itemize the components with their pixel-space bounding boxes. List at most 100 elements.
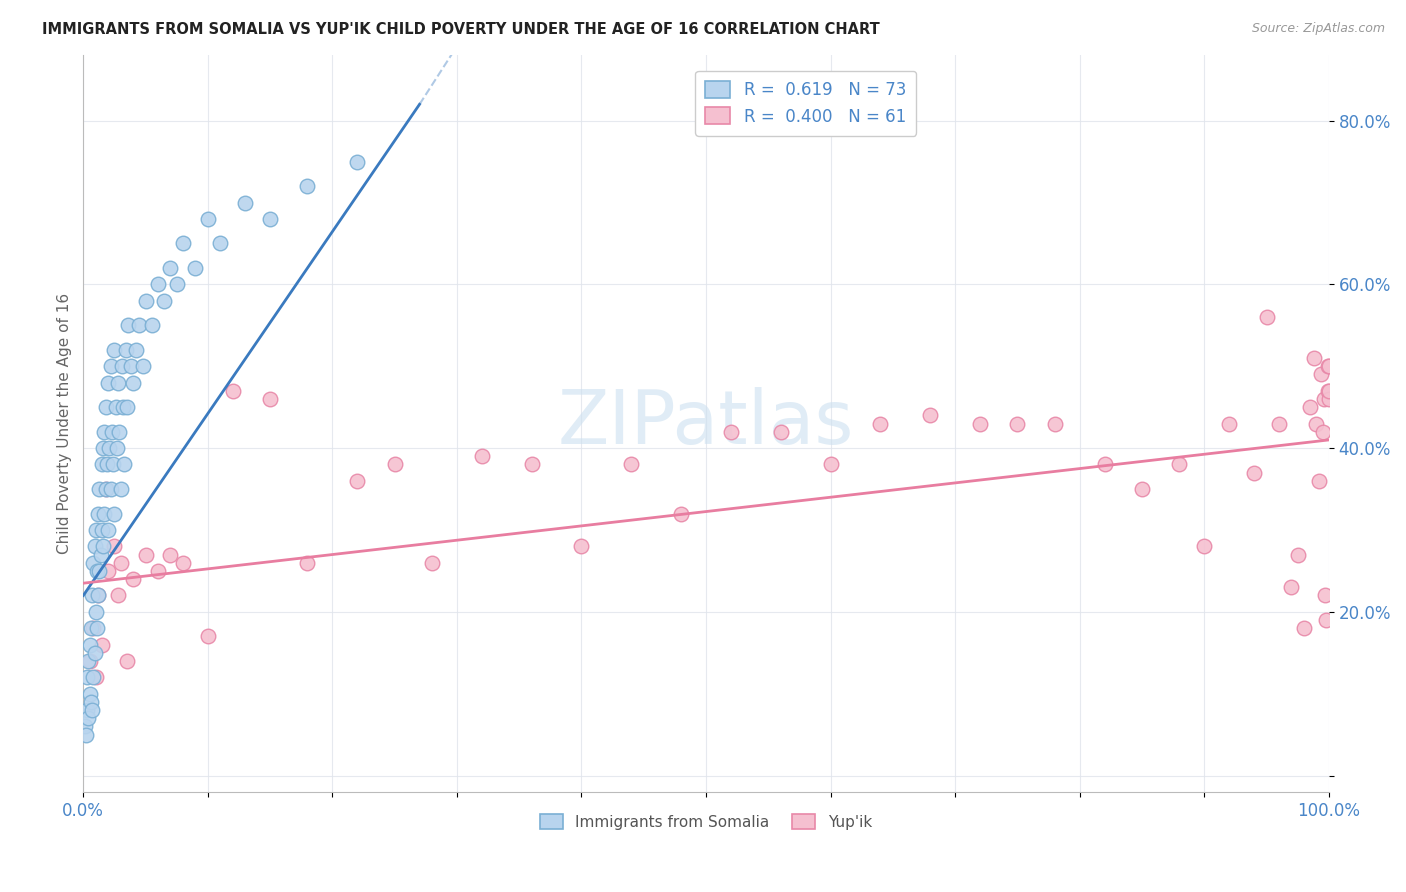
Point <box>100 482 122 496</box>
Point <box>97 564 120 578</box>
Point <box>259 392 281 406</box>
Point <box>1313 392 1336 406</box>
Point <box>86 564 108 578</box>
Point <box>259 211 281 226</box>
Point <box>172 236 194 251</box>
Point <box>1316 384 1339 398</box>
Text: ZIPatlas: ZIPatlas <box>558 387 855 460</box>
Point <box>82 621 104 635</box>
Point <box>1317 359 1340 374</box>
Point <box>297 556 319 570</box>
Point <box>94 482 117 496</box>
Point <box>114 343 136 357</box>
Point <box>103 343 125 357</box>
Point <box>1168 458 1191 472</box>
Point <box>1192 540 1215 554</box>
Point <box>233 195 256 210</box>
Point <box>79 654 101 668</box>
Point <box>222 384 245 398</box>
Point <box>122 572 145 586</box>
Point <box>76 670 98 684</box>
Point <box>172 556 194 570</box>
Point <box>1312 425 1334 439</box>
Point <box>100 359 122 374</box>
Point <box>83 646 105 660</box>
Point <box>920 409 942 423</box>
Point <box>1268 417 1291 431</box>
Point <box>869 417 891 431</box>
Point <box>146 564 169 578</box>
Point <box>132 359 155 374</box>
Point <box>520 458 543 472</box>
Point <box>122 376 145 390</box>
Point <box>87 507 110 521</box>
Point <box>420 556 443 570</box>
Point <box>128 318 150 333</box>
Point <box>94 482 117 496</box>
Point <box>1310 368 1333 382</box>
Point <box>82 670 104 684</box>
Point <box>108 425 131 439</box>
Point <box>1313 589 1336 603</box>
Point <box>1218 417 1240 431</box>
Point <box>93 507 115 521</box>
Point <box>86 621 108 635</box>
Point <box>77 654 100 668</box>
Point <box>141 318 163 333</box>
Point <box>1315 613 1337 627</box>
Point <box>1302 351 1324 365</box>
Point <box>84 605 107 619</box>
Point <box>1007 417 1029 431</box>
Point <box>384 458 406 472</box>
Point <box>1286 548 1309 562</box>
Point <box>571 540 593 554</box>
Point <box>112 458 135 472</box>
Point <box>104 400 127 414</box>
Point <box>101 458 124 472</box>
Point <box>84 670 107 684</box>
Point <box>98 441 121 455</box>
Point <box>346 154 368 169</box>
Point <box>75 728 97 742</box>
Point <box>89 564 111 578</box>
Point <box>1130 482 1153 496</box>
Point <box>80 695 103 709</box>
Point <box>146 277 169 292</box>
Point <box>209 236 232 251</box>
Point <box>166 277 188 292</box>
Point <box>115 654 138 668</box>
Point <box>111 359 134 374</box>
Point <box>80 621 103 635</box>
Point <box>120 359 142 374</box>
Point <box>107 589 129 603</box>
Text: Source: ZipAtlas.com: Source: ZipAtlas.com <box>1251 22 1385 36</box>
Point <box>80 589 103 603</box>
Text: IMMIGRANTS FROM SOMALIA VS YUP'IK CHILD POVERTY UNDER THE AGE OF 16 CORRELATION : IMMIGRANTS FROM SOMALIA VS YUP'IK CHILD … <box>42 22 880 37</box>
Legend: Immigrants from Somalia, Yup'ik: Immigrants from Somalia, Yup'ik <box>534 807 877 836</box>
Point <box>96 458 118 472</box>
Point <box>197 211 219 226</box>
Point <box>80 703 103 717</box>
Y-axis label: Child Poverty Under the Age of 16: Child Poverty Under the Age of 16 <box>58 293 72 554</box>
Point <box>135 293 157 308</box>
Point <box>91 523 114 537</box>
Point <box>87 589 110 603</box>
Point <box>112 400 135 414</box>
Point <box>115 400 138 414</box>
Point <box>110 482 132 496</box>
Point <box>135 548 157 562</box>
Point <box>91 638 114 652</box>
Point <box>1316 359 1339 374</box>
Point <box>103 540 125 554</box>
Point <box>105 441 128 455</box>
Point <box>83 540 105 554</box>
Point <box>184 260 207 275</box>
Point <box>159 548 181 562</box>
Point <box>79 638 101 652</box>
Point <box>1305 417 1327 431</box>
Point <box>110 556 132 570</box>
Point <box>1308 474 1330 488</box>
Point <box>73 719 96 733</box>
Point <box>76 703 98 717</box>
Point <box>84 523 107 537</box>
